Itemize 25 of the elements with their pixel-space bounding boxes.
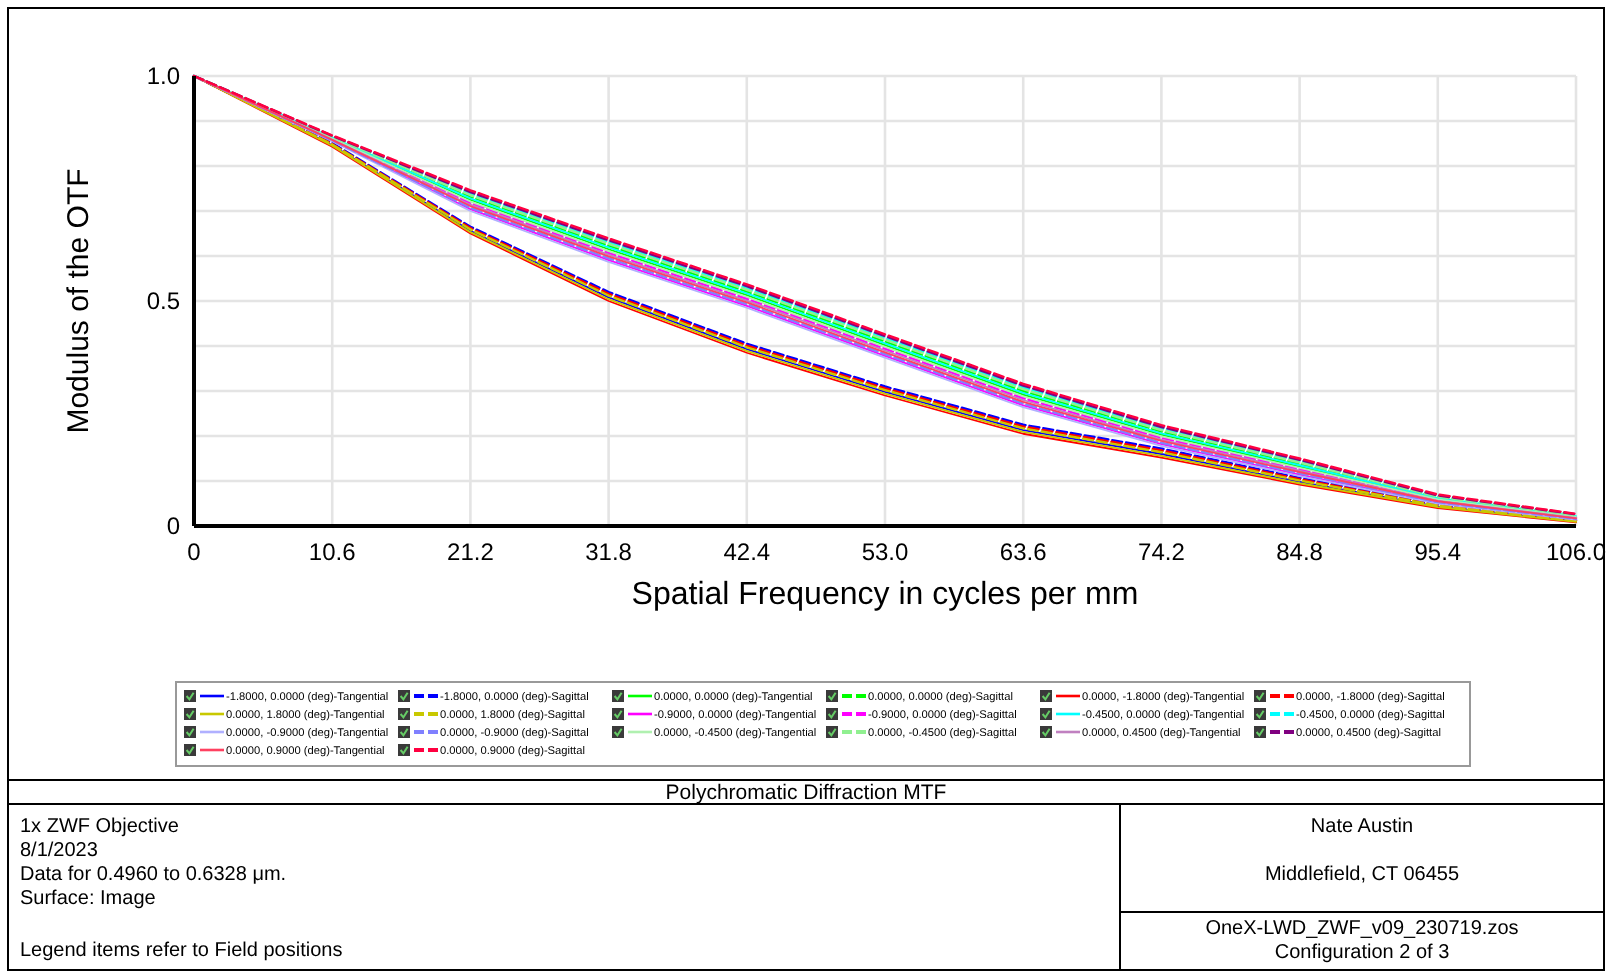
y-tick-label: 0.5 <box>146 287 181 316</box>
x-tick-label: 84.8 <box>1276 538 1324 566</box>
x-tick-label: 10.6 <box>308 538 357 566</box>
text: 8/1/2023 <box>20 840 99 862</box>
x-tick-label: 31.8 <box>585 538 633 566</box>
text: Configuration 2 of 3 <box>1274 942 1451 964</box>
y-tick-label: 1.0 <box>146 62 181 91</box>
y-axis-title: Modulus of the OTF <box>62 168 96 434</box>
x-tick-label: 63.6 <box>999 538 1048 566</box>
text: Data for 0.4960 to 0.6328 μm. <box>20 864 287 886</box>
text: 1x ZWF Objective <box>20 816 180 838</box>
text: Legend items refer to Field positions <box>20 940 343 962</box>
x-tick-label: 42.4 <box>723 538 771 566</box>
x-tick-label: 0 <box>187 538 202 566</box>
x-tick-label: 53.0 <box>861 538 909 566</box>
text: OneX-LWD_ZWF_v09_230719.zos <box>1205 918 1519 940</box>
y-tick-label: 0 <box>166 512 181 541</box>
text: Surface: Image <box>20 888 157 910</box>
x-axis-title: Spatial Frequency in cycles per mm <box>631 578 1139 612</box>
text: Polychromatic Diffraction MTF <box>665 781 947 806</box>
x-tick-label: 74.2 <box>1138 538 1186 566</box>
x-tick-label: 21.2 <box>447 538 495 566</box>
x-tick-label: 95.4 <box>1414 538 1462 566</box>
text: Nate Austin <box>1310 816 1414 838</box>
text: Middlefield, CT 06455 <box>1264 864 1460 886</box>
